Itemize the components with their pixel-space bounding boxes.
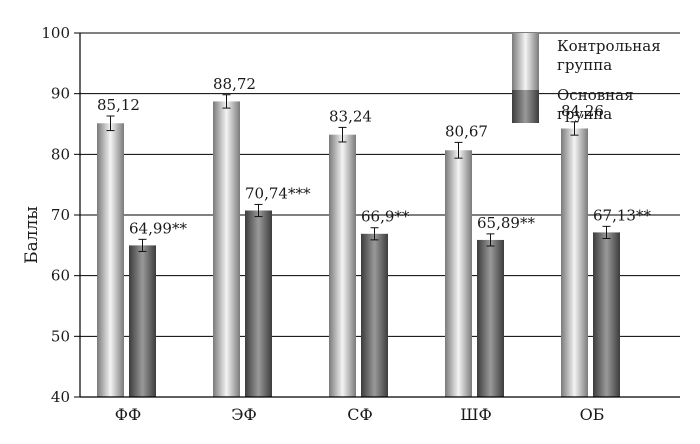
bar-main-2 — [245, 210, 272, 397]
y-tick-label: 90 — [51, 85, 70, 103]
y-axis-label: Баллы — [22, 206, 42, 264]
bar-control-4 — [445, 150, 472, 397]
legend-label-main: Основная — [557, 86, 634, 104]
y-tick-label: 80 — [51, 145, 70, 163]
x-tick-label: СФ — [347, 405, 373, 424]
bar-control-3 — [329, 134, 356, 397]
axes: 40 50 60 70 80 90 100 ФФ ЭФ СФ ШФ ОБ — [41, 24, 680, 424]
value-label: 65,89** — [477, 214, 535, 232]
value-label: 64,99** — [129, 219, 187, 237]
bar-control-5 — [561, 128, 588, 398]
legend-label-control: группа — [557, 56, 612, 74]
x-tick-label: ФФ — [115, 405, 142, 424]
legend-swatch-main — [512, 90, 539, 123]
bar-main-4 — [477, 239, 504, 397]
bar-main-3 — [361, 233, 388, 397]
legend-label-main: группа — [557, 105, 612, 123]
value-label: 88,72 — [213, 75, 256, 93]
bars: 85,12 64,99** 88,72 70,74*** 83,24 66,9** 80,6… — [97, 75, 651, 398]
value-label: 67,13** — [593, 206, 651, 224]
x-tick-label: ОБ — [580, 405, 605, 424]
value-label: 80,67 — [445, 122, 488, 140]
legend-label-control: Контрольная — [557, 37, 661, 55]
value-label: 70,74*** — [245, 184, 311, 202]
y-tick-label: 100 — [41, 24, 70, 42]
value-label: 83,24 — [329, 107, 372, 125]
legend-swatch-control — [512, 33, 539, 90]
bar-control-2 — [213, 101, 240, 397]
bar-main-1 — [129, 245, 156, 397]
y-tick-label: 60 — [51, 267, 70, 285]
bar-main-5 — [593, 232, 620, 397]
value-label: 84,26 — [561, 102, 604, 120]
x-tick-label: ЭФ — [231, 405, 257, 424]
y-tick-label: 70 — [51, 206, 70, 224]
value-label: 66,9** — [361, 208, 410, 226]
y-tick-label: 50 — [51, 327, 70, 345]
y-tick-label: 40 — [51, 388, 70, 406]
bar-control-1 — [97, 123, 124, 397]
x-tick-label: ШФ — [460, 405, 492, 424]
value-label: 85,12 — [97, 96, 140, 114]
